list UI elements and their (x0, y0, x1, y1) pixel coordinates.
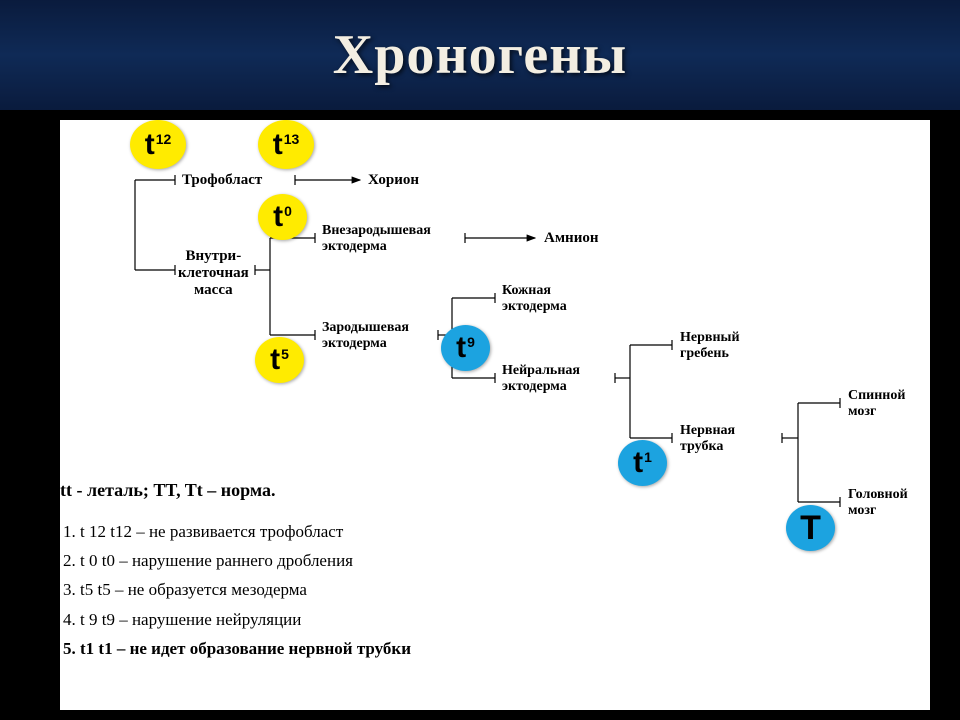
node-khorion: Хорион (368, 172, 419, 189)
legend: tt - леталь; TT, Tt – норма. t 12 t12 – … (60, 480, 411, 679)
node-trofoblast: Трофобласт (182, 172, 262, 189)
badge-sup: 1 (644, 450, 652, 464)
node-neural-ekto: Нейральная эктодерма (502, 363, 580, 395)
legend-title: tt - леталь; TT, Tt – норма. (60, 480, 411, 501)
legend-item: t 9 t9 – нарушение нейруляции (80, 606, 411, 633)
badge-base: t (145, 130, 155, 160)
badge-t1: t1 (618, 440, 667, 486)
title-bar: Хроногены (0, 0, 960, 110)
legend-item: t1 t1 – не идет образование нервной труб… (80, 635, 411, 662)
node-golovnoi: Головной мозг (848, 487, 908, 519)
legend-item: t5 t5 – не образуется мезодерма (80, 576, 411, 603)
badge-base: t (273, 130, 283, 160)
node-spinnoi: Спинной мозг (848, 388, 905, 420)
badge-sup: 5 (281, 347, 289, 361)
badge-t0: t0 (258, 194, 307, 240)
badge-t9: t9 (441, 325, 490, 371)
badge-base: t (273, 202, 283, 232)
node-vnutri-mass: Внутри- клеточная масса (178, 248, 249, 299)
node-nerv-greb: Нервный гребень (680, 330, 740, 362)
badge-sup: 13 (284, 132, 300, 146)
badge-t12: t12 (130, 120, 186, 169)
badge-base: t (270, 345, 280, 375)
badge-base: T (800, 511, 821, 545)
badge-base: t (633, 448, 643, 478)
node-nerv-trub: Нервная трубка (680, 423, 735, 455)
badge-base: t (456, 333, 466, 363)
legend-item: t 12 t12 – не развивается трофобласт (80, 518, 411, 545)
legend-list: t 12 t12 – не развивается трофобласт t 0… (60, 518, 411, 662)
badge-sup: 9 (467, 335, 475, 349)
badge-T: T (786, 505, 835, 551)
diagram-area: Трофобласт Хорион Внутри- клеточная масс… (60, 120, 930, 710)
node-kozh-ekto: Кожная эктодерма (502, 283, 567, 315)
node-vnezar-ekto: Внезародышевая эктодерма (322, 223, 431, 255)
badge-t5: t5 (255, 337, 304, 383)
node-amnion: Амнион (544, 230, 598, 247)
legend-item: t 0 t0 – нарушение раннего дробления (80, 547, 411, 574)
node-zarod-ekto: Зародышевая эктодерма (322, 320, 409, 352)
slide: Хроногены (0, 0, 960, 720)
badge-t13: t13 (258, 120, 314, 169)
badge-sup: 0 (284, 204, 292, 218)
slide-title: Хроногены (0, 0, 960, 110)
badge-sup: 12 (156, 132, 172, 146)
